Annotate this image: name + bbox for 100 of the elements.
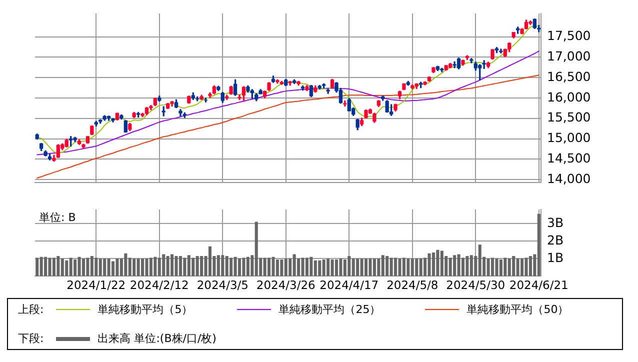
bar [322, 260, 326, 276]
bar [60, 258, 64, 276]
bar [372, 258, 376, 276]
bar [221, 255, 224, 276]
y-tick-label: 14,500 [547, 150, 591, 166]
legend-label: 出来高 単位:(B株/口/枚) [98, 331, 216, 346]
bar [436, 250, 440, 276]
bar [128, 258, 132, 276]
bar [132, 258, 136, 276]
bar [162, 254, 166, 276]
bar [65, 260, 68, 276]
y-tick-label: 2B [547, 232, 564, 248]
bar [154, 256, 157, 276]
bar [242, 258, 246, 276]
bar [145, 258, 148, 276]
bar [234, 256, 237, 276]
bar [170, 254, 174, 276]
bar [44, 256, 48, 276]
bar [166, 256, 170, 276]
bar [297, 258, 300, 276]
bar [377, 258, 380, 276]
bar [192, 258, 195, 276]
bar [124, 253, 128, 276]
bar [516, 258, 520, 276]
bar [415, 258, 418, 276]
y-tick-label: 17,000 [547, 48, 591, 64]
bar [78, 256, 81, 276]
bar [537, 214, 540, 276]
bar [448, 258, 452, 276]
bar [305, 258, 308, 276]
bar [111, 261, 115, 276]
bar [390, 258, 393, 276]
bar [326, 258, 330, 276]
y-tick-label: 15,000 [547, 130, 591, 146]
bar [187, 255, 190, 276]
bar [495, 258, 498, 276]
bar [276, 260, 279, 276]
bar [56, 256, 60, 276]
bar [440, 250, 444, 276]
bar [343, 260, 346, 276]
bar [98, 258, 102, 276]
bar [292, 254, 296, 276]
bar [410, 258, 414, 276]
bar [520, 258, 524, 276]
bar [348, 256, 351, 276]
y-tick-label: 14,000 [547, 170, 591, 186]
bar [402, 258, 406, 276]
bar [490, 258, 494, 276]
bar [360, 258, 364, 276]
y-tick-label: 16,000 [547, 89, 591, 104]
x-tick-label: 2024/5/30 [446, 278, 506, 292]
bar [69, 258, 72, 276]
bar [453, 255, 456, 276]
bar [301, 258, 304, 276]
bar [183, 258, 186, 276]
bar [461, 258, 465, 276]
bar [196, 256, 199, 276]
bar [466, 256, 469, 276]
bar [314, 260, 317, 276]
bar [74, 260, 77, 276]
legend-title: 下段: [18, 331, 44, 346]
bar [508, 258, 511, 276]
bar [254, 222, 258, 276]
bar [280, 260, 284, 276]
bar [216, 255, 220, 276]
annotation: 単位: B [39, 210, 76, 224]
bar [356, 258, 360, 276]
bar [486, 258, 490, 276]
bar [136, 258, 140, 276]
bar [48, 258, 52, 276]
bar [40, 256, 43, 276]
bar [225, 256, 228, 276]
x-tick-label: 2024/6/21 [509, 278, 568, 292]
bar [178, 256, 182, 276]
bar [246, 256, 250, 276]
bar [268, 258, 271, 276]
y-tick-label: 15,500 [547, 110, 591, 125]
y-tick-label: 17,500 [547, 28, 591, 44]
bar [149, 258, 152, 276]
bar [528, 256, 532, 276]
bar [432, 252, 435, 276]
legend-title: 上段: [18, 302, 44, 317]
bar [141, 258, 144, 276]
bar [368, 258, 372, 276]
bar [470, 255, 473, 276]
bar [428, 253, 431, 276]
bar [174, 256, 178, 276]
bar [394, 258, 398, 276]
bar [457, 254, 460, 276]
bar [512, 256, 516, 276]
bar [238, 258, 242, 276]
bar [424, 258, 427, 276]
bar [208, 246, 212, 276]
bar [36, 258, 39, 276]
bar [419, 258, 422, 276]
y-tick-label: 1B [547, 250, 564, 265]
bar [330, 260, 334, 276]
bar [107, 258, 110, 276]
bar [52, 258, 56, 276]
bar [272, 256, 275, 276]
